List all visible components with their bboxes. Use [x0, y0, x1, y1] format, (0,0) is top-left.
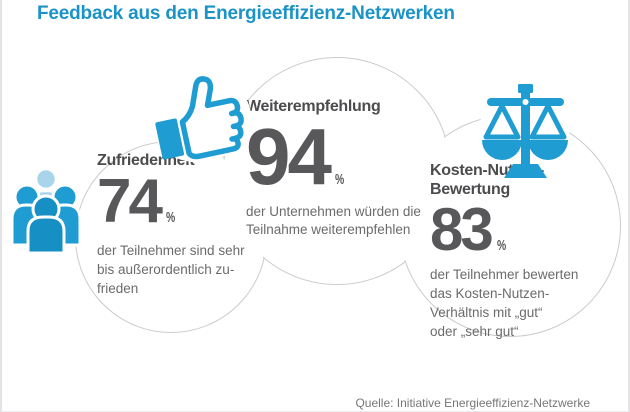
- stat-description-line: der Teilnehmer sind sehr: [97, 242, 245, 258]
- stat-description-line: bis außerordentlich zu-: [97, 261, 235, 277]
- stat-description-line: der Teilnehmer bewerten: [430, 267, 579, 283]
- bubble-cost-benefit: Kosten-Nutzen- Bewertung 83 % der Teilne…: [430, 161, 610, 342]
- thumbs-up-icon: [151, 76, 252, 163]
- stat-label-line: Bewertung: [430, 181, 510, 199]
- bubble-satisfaction: Zufriedenheit 74 % der Teilnehmer sind s…: [97, 151, 262, 299]
- stat-number: 83: [430, 196, 494, 264]
- stat-description-line: oder „sehr gut“: [430, 323, 519, 339]
- page-title: Feedback aus den Energieeffizienz-Netzwe…: [37, 3, 455, 24]
- stat-value: 94 %: [246, 112, 451, 202]
- stat-description: der Teilnehmer sind sehr bis außerordent…: [97, 242, 262, 299]
- stat-description: der Teilnehmer bewerten das Kosten-Nutze…: [430, 266, 610, 342]
- stat-label: Weiterempfehlung: [246, 97, 451, 116]
- stat-number: 74: [97, 167, 163, 237]
- person-front: [26, 194, 66, 253]
- bubble-recommendation: Weiterempfehlung 94 % der Unternehmen wü…: [246, 97, 451, 240]
- stat-number: 94: [246, 112, 332, 202]
- stat-unit: %: [165, 210, 176, 227]
- stat-description-line: der Unternehmen würden die: [246, 203, 421, 219]
- scales-shape: [480, 84, 570, 178]
- stat-unit: %: [496, 238, 506, 255]
- scales-icon: [480, 84, 570, 178]
- stat-description-line: Verhältnis mit „gut“: [430, 304, 543, 320]
- people-group-icon: [10, 167, 82, 253]
- stat-description: der Unternehmen würden die Teilnahme wei…: [246, 203, 451, 241]
- thumbs-up-shape: [151, 76, 252, 163]
- stat-value: 83 %: [430, 196, 610, 264]
- stat-description-line: Teilnahme weiterempfehlen: [246, 222, 411, 238]
- source-note: Quelle: Initiative Energieeffizienz-Netz…: [355, 396, 590, 410]
- stat-value: 74 %: [97, 167, 262, 237]
- stat-description-line: frieden: [97, 280, 139, 296]
- stat-unit: %: [334, 172, 345, 189]
- stat-description-line: das Kosten-Nutzen-: [430, 286, 550, 302]
- stat-label-line: Weiterempfehlung: [246, 98, 381, 115]
